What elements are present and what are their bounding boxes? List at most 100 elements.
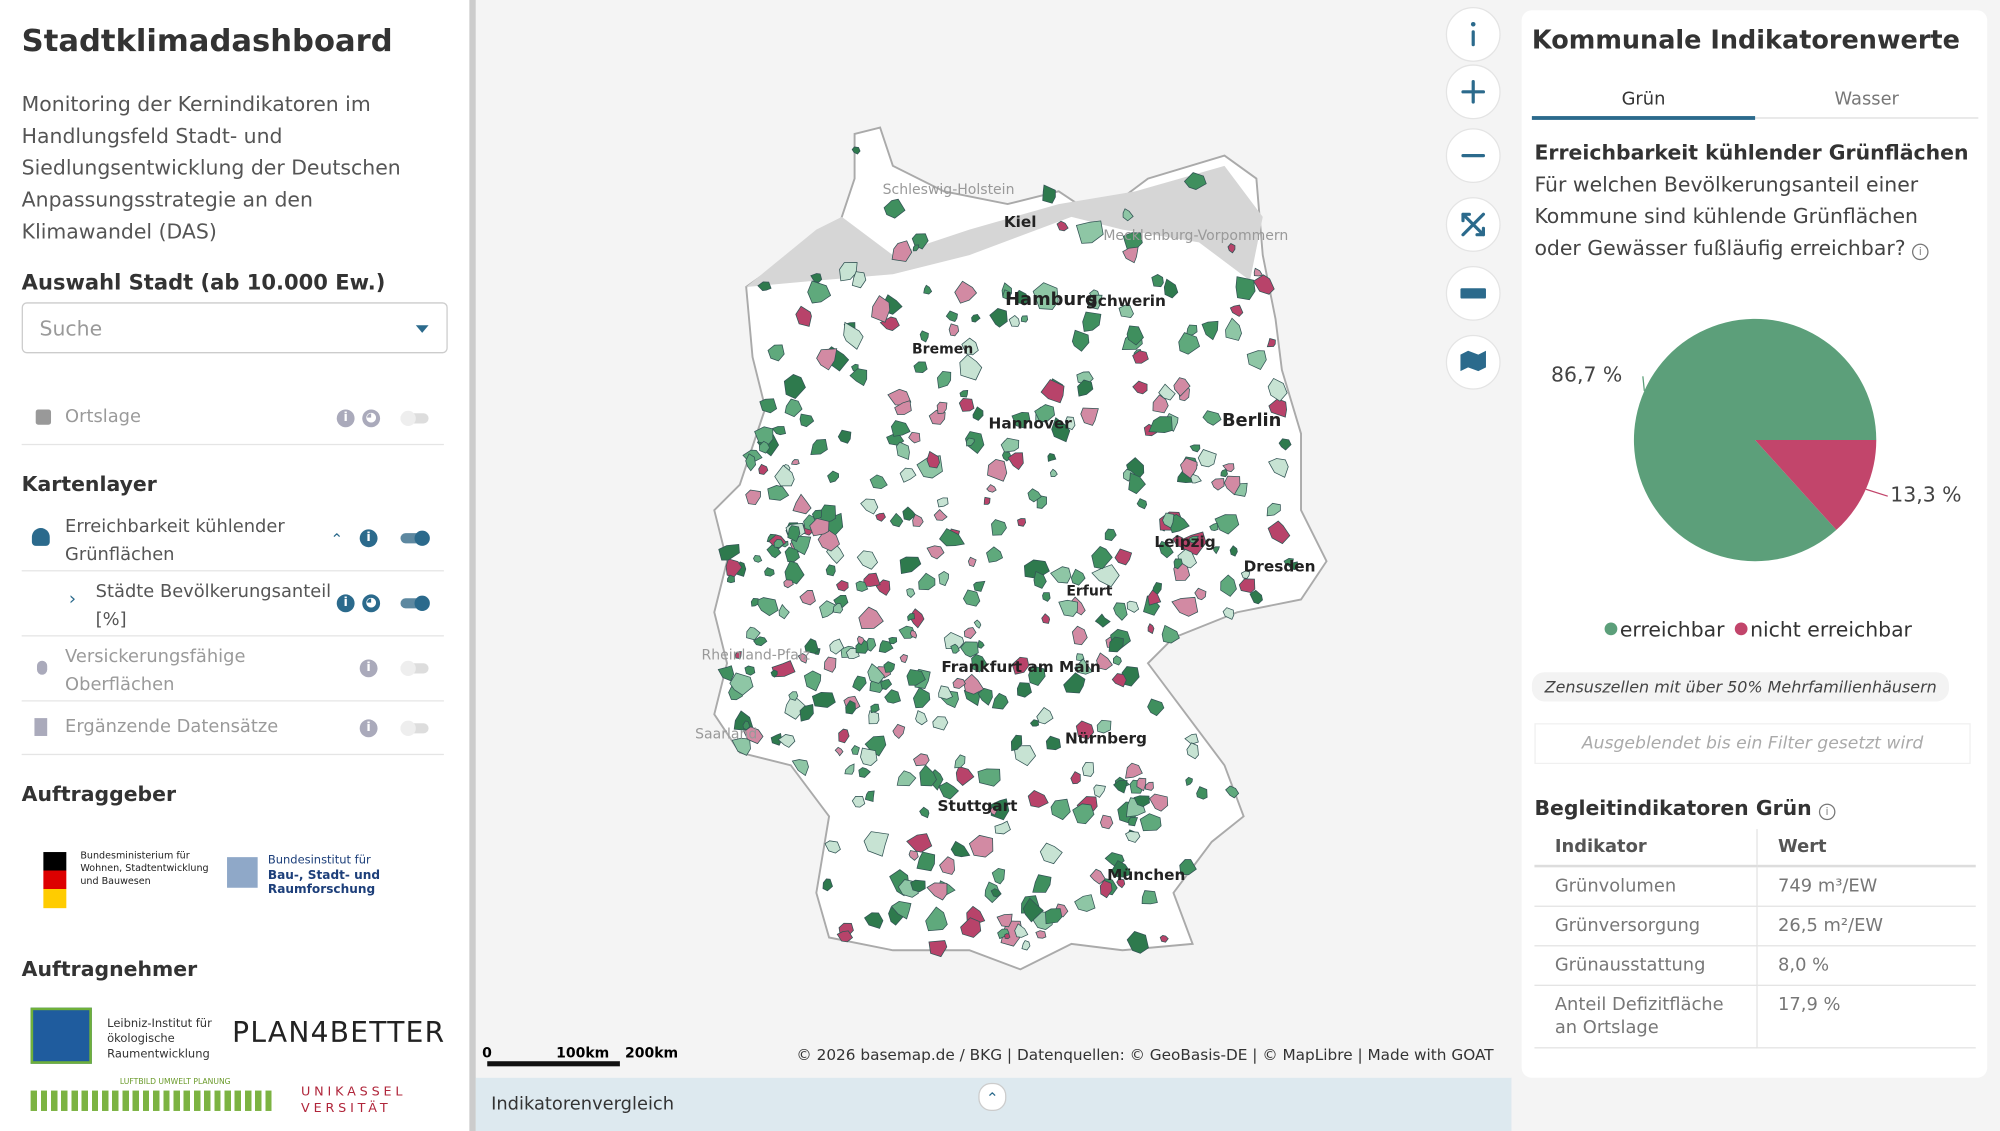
municipality — [784, 560, 805, 585]
municipality — [899, 654, 908, 664]
sidebar: Stadtklimadashboard Monitoring der Kerni… — [0, 0, 470, 1131]
select-label: Auswahl Stadt (ab 10.000 Ew.) — [21, 270, 386, 295]
info-icon[interactable]: i — [359, 719, 378, 738]
municipality — [773, 539, 784, 548]
municipality — [919, 330, 929, 343]
municipality — [938, 781, 959, 800]
scrollbar[interactable] — [469, 0, 476, 1131]
municipality — [938, 570, 949, 587]
municipality — [1133, 795, 1150, 808]
info-icon[interactable]: i — [359, 529, 378, 548]
municipality — [868, 710, 880, 725]
table-cell: Grünausstattung — [1534, 945, 1758, 986]
municipality — [1171, 596, 1199, 617]
municipality — [907, 613, 915, 622]
toggle[interactable] — [400, 595, 430, 611]
municipality — [1045, 735, 1062, 751]
municipality — [1225, 317, 1242, 341]
map[interactable]: Kiel Hamburg Schwerin Berlin Hannover Le… — [475, 0, 1512, 1078]
info-icon[interactable]: i — [1912, 243, 1929, 261]
municipality — [852, 675, 867, 692]
toggle[interactable] — [400, 410, 429, 427]
municipality — [1039, 842, 1063, 865]
filter-chip[interactable]: Zensuszellen mit über 50% Mehrfamilienhä… — [1531, 672, 1950, 702]
municipality — [823, 656, 837, 673]
municipality — [909, 629, 918, 639]
municipality — [950, 840, 971, 858]
municipality — [1008, 314, 1020, 327]
municipality — [1267, 520, 1291, 545]
municipality — [926, 450, 940, 469]
municipality — [783, 579, 794, 589]
municipality — [977, 639, 985, 649]
info-icon[interactable]: i — [1818, 803, 1836, 821]
toggle[interactable] — [400, 720, 429, 736]
question-text: Für welchen Bevölkerungsanteil einer Kom… — [1534, 172, 1919, 261]
tab[interactable]: Wasser — [1834, 89, 1899, 110]
bottom-bar[interactable]: Indikatorenvergleich ⌃ — [475, 1077, 1512, 1131]
municipality — [1161, 624, 1180, 644]
companion-title: Begleitindikatoren Grün i — [1534, 796, 1836, 821]
municipality — [945, 310, 958, 323]
toggle[interactable] — [400, 530, 430, 546]
indicator-title: Erreichbarkeit kühlender Grünflächen — [1534, 140, 1969, 165]
table-cell: 749 m³/EW — [1757, 866, 1976, 907]
municipality — [906, 833, 933, 853]
municipality — [1049, 468, 1058, 478]
municipality — [918, 572, 936, 591]
municipality — [743, 726, 764, 745]
municipality — [1070, 568, 1086, 586]
value-label: 13,3 % — [1890, 482, 1961, 506]
municipality — [1126, 931, 1149, 954]
legend-marker — [1604, 622, 1618, 636]
style-icon[interactable]: ◕ — [362, 594, 381, 613]
layer-name: Städte Bevölkerungsanteil [%] — [95, 581, 332, 631]
table-cell: Grünvolumen — [1534, 866, 1758, 907]
style-icon[interactable]: ◕ — [362, 409, 381, 428]
municipality — [1149, 793, 1169, 812]
municipality — [829, 638, 845, 655]
collapse[interactable]: ⌃ — [330, 530, 344, 549]
toggle[interactable] — [400, 660, 429, 677]
tab[interactable]: Grün — [1621, 89, 1666, 110]
municipality — [1185, 324, 1198, 337]
municipality — [968, 834, 994, 858]
municipality — [1141, 890, 1158, 905]
expand-button[interactable]: ⌃ — [978, 1082, 1007, 1111]
logo-text: Bundesministerium für Wohnen, Stadtentwi… — [80, 849, 209, 887]
municipality — [1033, 571, 1047, 589]
municipality — [883, 198, 906, 219]
municipality — [770, 669, 778, 678]
municipality — [973, 580, 986, 592]
municipality — [916, 851, 936, 872]
municipality — [858, 767, 871, 778]
municipality — [825, 564, 836, 577]
logo-flag — [43, 852, 67, 909]
municipality — [926, 882, 948, 901]
city-label: Bremen — [912, 341, 973, 357]
municipality — [795, 305, 812, 327]
expand[interactable]: › — [68, 589, 77, 610]
info-icon[interactable]: i — [336, 409, 355, 428]
info-icon[interactable]: i — [359, 659, 378, 678]
city-label: Leipzig — [1154, 533, 1215, 551]
municipality — [1058, 599, 1078, 617]
section-heading: Kartenlayer — [21, 471, 157, 497]
municipality — [1173, 558, 1183, 570]
table-row: Grünausstattung 8,0 % — [1534, 945, 1976, 986]
municipality — [811, 691, 836, 708]
municipality — [1147, 589, 1162, 606]
municipality — [1122, 208, 1134, 222]
divider — [21, 635, 444, 637]
city-select[interactable]: Suche — [21, 302, 448, 354]
municipality — [972, 406, 984, 421]
municipality — [1007, 452, 1024, 471]
municipality — [1159, 935, 1169, 943]
municipality — [855, 580, 869, 592]
info-icon[interactable]: i — [336, 594, 355, 613]
logo-text: LUFTBILD UMWELT PLANUNG — [119, 1077, 231, 1087]
municipality — [971, 313, 981, 323]
municipality — [1126, 325, 1144, 346]
